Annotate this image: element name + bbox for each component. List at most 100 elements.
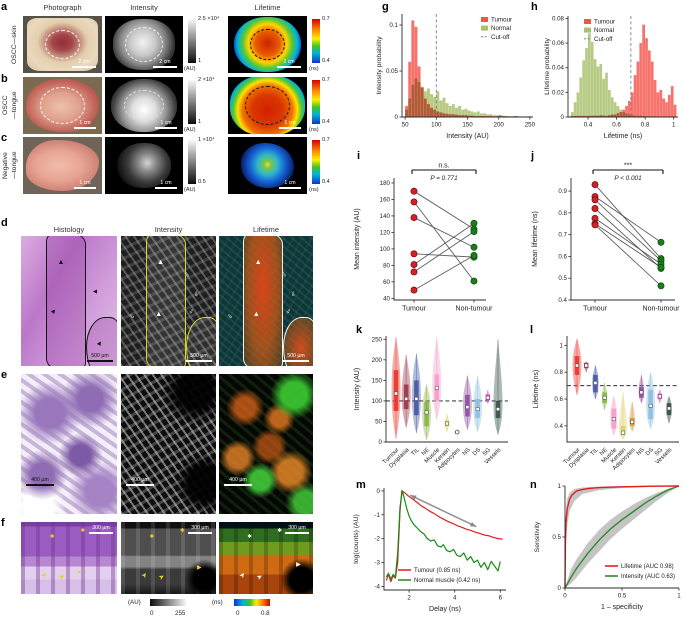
svg-text:1: 1 — [558, 483, 562, 490]
svg-text:P < 0.001: P < 0.001 — [614, 175, 642, 182]
svg-text:-1: -1 — [374, 512, 380, 519]
column-header-lifetime-2: Lifetime — [253, 225, 279, 234]
scalebar-label: 1 cm — [284, 179, 296, 186]
svg-text:Mean lifetime (ns): Mean lifetime (ns) — [532, 211, 539, 267]
svg-text:100: 100 — [372, 398, 383, 405]
arrowhead-right-icon: ▶ — [197, 565, 202, 572]
svg-text:NE: NE — [421, 447, 431, 457]
svg-text:log(counts) (AU): log(counts) (AU) — [353, 514, 360, 563]
svg-text:80: 80 — [383, 262, 390, 269]
scalebar — [155, 187, 177, 189]
svg-text:160: 160 — [380, 196, 391, 203]
svg-text:Tumour (0.85 ns): Tumour (0.85 ns) — [414, 567, 461, 574]
svg-text:Lifetime probability: Lifetime probability — [544, 38, 551, 95]
svg-text:200: 200 — [372, 357, 383, 364]
row-label-oscc-skin: OSCC—skin — [11, 25, 18, 64]
svg-text:Tumour: Tumour — [583, 306, 608, 313]
svg-text:TIL: TIL — [411, 447, 422, 458]
scalebar — [87, 360, 113, 362]
open-arrow-icon: ⇨ — [289, 291, 296, 297]
colorbar-min-label: 1 — [198, 58, 202, 64]
scalebar — [26, 484, 54, 486]
svg-text:Cut-off: Cut-off — [491, 34, 510, 41]
svg-text:0: 0 — [558, 585, 562, 592]
svg-text:140: 140 — [380, 213, 391, 220]
tumour-region-outline — [86, 317, 117, 366]
svg-text:n.s.: n.s. — [438, 163, 449, 170]
oscc-skin-intensity-image: 2 cm — [105, 16, 183, 73]
svg-text:0.6: 0.6 — [554, 396, 563, 403]
oscc-tongue-photograph-image: 1 cm — [23, 77, 102, 134]
scalebar — [74, 127, 96, 129]
scalebar — [89, 532, 113, 535]
svg-text:50: 50 — [402, 122, 409, 129]
scalebar — [277, 66, 301, 68]
colorbar-max-label: 2.5 ×10⁴ — [198, 16, 220, 22]
mean-intensity-paired-chart: n.s. P = 0.771 40 60 80 100 120 140 160 180 Tumour… — [354, 163, 493, 313]
column-header-intensity: Intensity — [130, 3, 158, 12]
svg-text:1: 1 — [677, 593, 681, 600]
scalebar-label: 2 cm — [283, 58, 295, 65]
svg-text:Non-tumour: Non-tumour — [643, 306, 681, 313]
column-header-photograph: Photograph — [43, 3, 82, 12]
svg-text:DS: DS — [472, 447, 482, 457]
au-colorbar-label: (AU) — [128, 599, 141, 606]
svg-text:0.6: 0.6 — [612, 122, 621, 129]
scalebar — [155, 127, 177, 129]
colorbar-unit-label: (AU) — [184, 66, 196, 72]
open-arrow-icon: ⇨ — [283, 306, 292, 315]
colorbar-max-label: 0.7 — [322, 137, 330, 143]
decay-curve-chart: 2 4 6 0 -1 -2 -3 -4 Delay (ns) log(counts) (AU) Tu… — [353, 488, 506, 613]
solid-arrow-icon: ➤ — [140, 571, 150, 581]
panel-letter-i: i — [357, 150, 361, 162]
svg-text:Delay (ns): Delay (ns) — [429, 606, 461, 613]
svg-text:TIL: TIL — [590, 447, 601, 458]
svg-text:0.8: 0.8 — [641, 122, 650, 129]
solid-arrow-icon: ➤ — [40, 571, 50, 581]
svg-text:0: 0 — [563, 593, 567, 600]
asterisk-icon: ✱ — [149, 533, 155, 540]
colorbar-min-label: 0.5 — [198, 179, 206, 185]
svg-text:1: 1 — [672, 122, 676, 129]
colorbar-max-label: 1 ×10⁴ — [198, 137, 215, 143]
scalebar-label: 400 µm — [31, 476, 49, 483]
svg-text:180: 180 — [380, 180, 391, 187]
ns-colorbar-min: 0 — [236, 610, 240, 617]
oscc-skin-lifetime-image: 2 cm — [228, 16, 307, 73]
column-header-lifetime: Lifetime — [254, 3, 281, 12]
scalebar-label: 300 µm — [191, 525, 209, 531]
tumour-margin-outline — [40, 87, 85, 124]
svg-text:Intensity (AUC 0.63): Intensity (AUC 0.63) — [621, 574, 675, 580]
svg-text:120: 120 — [380, 229, 391, 236]
solid-arrow-icon: ➤ — [238, 571, 248, 581]
negative-tongue-lifetime-image: 1 cm — [228, 137, 307, 194]
svg-text:0.5: 0.5 — [558, 275, 567, 282]
svg-text:0.8: 0.8 — [554, 369, 563, 376]
asterisk-icon: ✱ — [247, 533, 252, 540]
svg-text:250: 250 — [372, 336, 383, 343]
svg-text:Sensitivity: Sensitivity — [534, 521, 541, 552]
svg-text:0.05: 0.05 — [386, 68, 399, 75]
row-label-oscc-tongue-1: OSCC — [2, 95, 9, 116]
svg-text:***: *** — [624, 163, 632, 170]
lifetime-colorbar — [312, 140, 320, 184]
svg-text:1: 1 — [560, 342, 564, 349]
oscc-tongue-lifetime-image: 1 cm — [228, 77, 307, 134]
scalebar — [186, 360, 212, 362]
solid-arrow-icon: ➤ — [255, 572, 264, 582]
colorbar-max-label: 0.7 — [322, 77, 330, 83]
ns-colorbar — [234, 599, 270, 606]
histology-micrograph-f: ✱ ✱ ➤ ➤ ➤ 300 µm — [21, 522, 117, 594]
svg-text:-2: -2 — [374, 536, 380, 543]
scalebar — [224, 484, 252, 486]
lifetime-micrograph-d: ▲ ▲ ⇨ ⇨ ⇨ ⇨ 500 µm — [219, 236, 313, 366]
arrowhead-icon: ▲ — [57, 259, 65, 267]
column-header-intensity-2: Intensity — [154, 225, 183, 234]
svg-text:-4: -4 — [374, 583, 380, 590]
lifetime-histogram-chart: 0.4 0.6 0.8 1 0 0.02 0.04 0.06 0.08 Lifetime (ns)… — [544, 15, 678, 140]
svg-text:0: 0 — [377, 488, 381, 495]
panel-letter-f: f — [1, 517, 5, 529]
svg-text:SG: SG — [482, 447, 493, 458]
mean-lifetime-paired-chart: *** P < 0.001 0.4 0.5 0.6 0.7 0.8 0.9 Tumour Non-… — [532, 163, 681, 313]
